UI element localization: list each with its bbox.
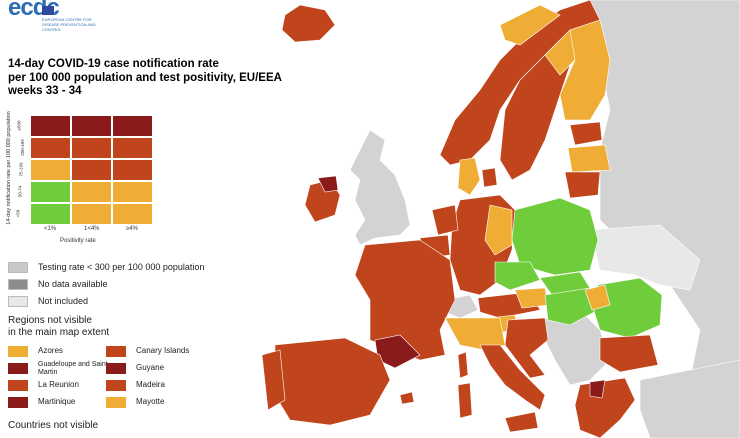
matrix-cell <box>112 159 153 181</box>
matrix-cell <box>112 115 153 137</box>
matrix-cell <box>71 203 112 225</box>
map-spain <box>274 337 391 426</box>
map-denmark-east <box>481 167 498 188</box>
legend-label: Testing rate < 300 per 100 000 populatio… <box>38 262 205 272</box>
logo-text: ecdc <box>8 0 60 21</box>
ecdc-logo: ecdc EUROPEAN CENTRE FOR DISEASE PREVENT… <box>8 0 98 32</box>
region-swatch <box>106 380 126 391</box>
map-norway-south <box>499 4 561 46</box>
matrix-cell <box>30 181 71 203</box>
map-portugal <box>261 349 286 411</box>
map-romania-west <box>584 284 611 311</box>
map-balearic <box>399 391 415 405</box>
regions-title-line-1: Regions not visible <box>8 315 92 326</box>
matrix-cell <box>71 159 112 181</box>
matrix-x-tick: <1% <box>44 226 57 232</box>
matrix-cell <box>71 181 112 203</box>
region-label: Madeira <box>136 380 165 389</box>
regions-title: Regions not visible in the main map exte… <box>8 315 109 339</box>
map-france <box>354 239 456 361</box>
map-northern-ireland <box>317 175 339 193</box>
map-poland <box>511 197 599 276</box>
map-title: 14-day COVID-19 case notification rate p… <box>8 58 308 99</box>
matrix-cell <box>30 137 71 159</box>
matrix-cell <box>71 137 112 159</box>
map-bulgaria <box>599 334 659 373</box>
region-swatch <box>8 363 28 374</box>
eu-flag-icon <box>42 6 54 15</box>
region-label: Mayotte <box>136 397 165 406</box>
region-label: Guadeloupe and Saint Martin <box>38 361 108 376</box>
map-denmark <box>457 157 481 196</box>
matrix-y-tick: 200-499 <box>19 139 25 156</box>
legend-swatch <box>8 262 28 273</box>
matrix-y-tick: <50 <box>15 209 21 218</box>
region-label: Guyane <box>136 363 165 372</box>
matrix-cell <box>112 203 153 225</box>
region-swatch <box>8 380 28 391</box>
legend-swatch <box>8 296 28 307</box>
region-label: La Reunion <box>38 380 79 389</box>
map-netherlands <box>431 204 459 236</box>
map-estonia <box>569 121 603 146</box>
matrix-y-tick: 50-74 <box>17 185 23 198</box>
matrix-cell <box>30 203 71 225</box>
region-swatch <box>8 397 28 408</box>
matrix-cell <box>30 115 71 137</box>
regions-title-line-2: in the main map extent <box>8 327 110 338</box>
matrix-y-tick: 75-199 <box>18 162 24 177</box>
legend-label: No data available <box>38 279 108 289</box>
map-czechia <box>494 261 541 291</box>
region-label: Canary Islands <box>136 346 190 355</box>
region-swatch <box>106 346 126 357</box>
region-swatch <box>106 397 126 408</box>
title-line-1: 14-day COVID-19 case notification rate <box>8 58 219 70</box>
matrix-cell <box>112 181 153 203</box>
matrix-y-tick: ≥500 <box>16 120 22 131</box>
countries-title: Countries not visible <box>8 420 99 431</box>
matrix-x-tick: 1<4% <box>84 226 100 232</box>
map-latvia <box>567 144 611 173</box>
region-label: Azores <box>38 346 63 355</box>
map-non-eu-balkans <box>539 309 611 386</box>
region-swatch <box>8 346 28 357</box>
region-swatch <box>106 363 126 374</box>
matrix-x-axis-label: Positivity rate <box>60 238 96 244</box>
map-finland <box>559 19 611 121</box>
map-non-eu-uk <box>349 129 411 246</box>
map-greece-north <box>589 379 606 399</box>
map-croatia <box>504 317 549 379</box>
logo-subtitle: EUROPEAN CENTRE FOR DISEASE PREVENTION A… <box>42 17 96 32</box>
matrix-cell <box>112 137 153 159</box>
map-sicily <box>504 411 539 433</box>
map-germany-east <box>484 204 513 256</box>
map-hungary <box>544 287 599 326</box>
map-lithuania <box>564 171 601 199</box>
matrix-y-axis-label: 14-day notification rate per 100 000 pop… <box>6 111 12 225</box>
matrix-cell <box>71 115 112 137</box>
map-non-eu-turkey <box>639 359 740 438</box>
legend-swatch <box>8 279 28 290</box>
matrix-cell <box>30 159 71 181</box>
title-line-3: weeks 33 - 34 <box>8 85 82 97</box>
map-italy <box>479 344 546 411</box>
map-non-eu-ukraine <box>589 224 701 291</box>
region-label: Martinique <box>38 397 76 406</box>
legend-label: Not included <box>38 296 89 306</box>
matrix-x-tick: ≥4% <box>126 226 138 232</box>
map-corsica <box>457 351 469 379</box>
map-sardinia <box>457 382 473 419</box>
map-iceland <box>281 4 336 43</box>
title-line-2: per 100 000 population and test positivi… <box>8 71 282 84</box>
map-greece <box>574 377 636 438</box>
